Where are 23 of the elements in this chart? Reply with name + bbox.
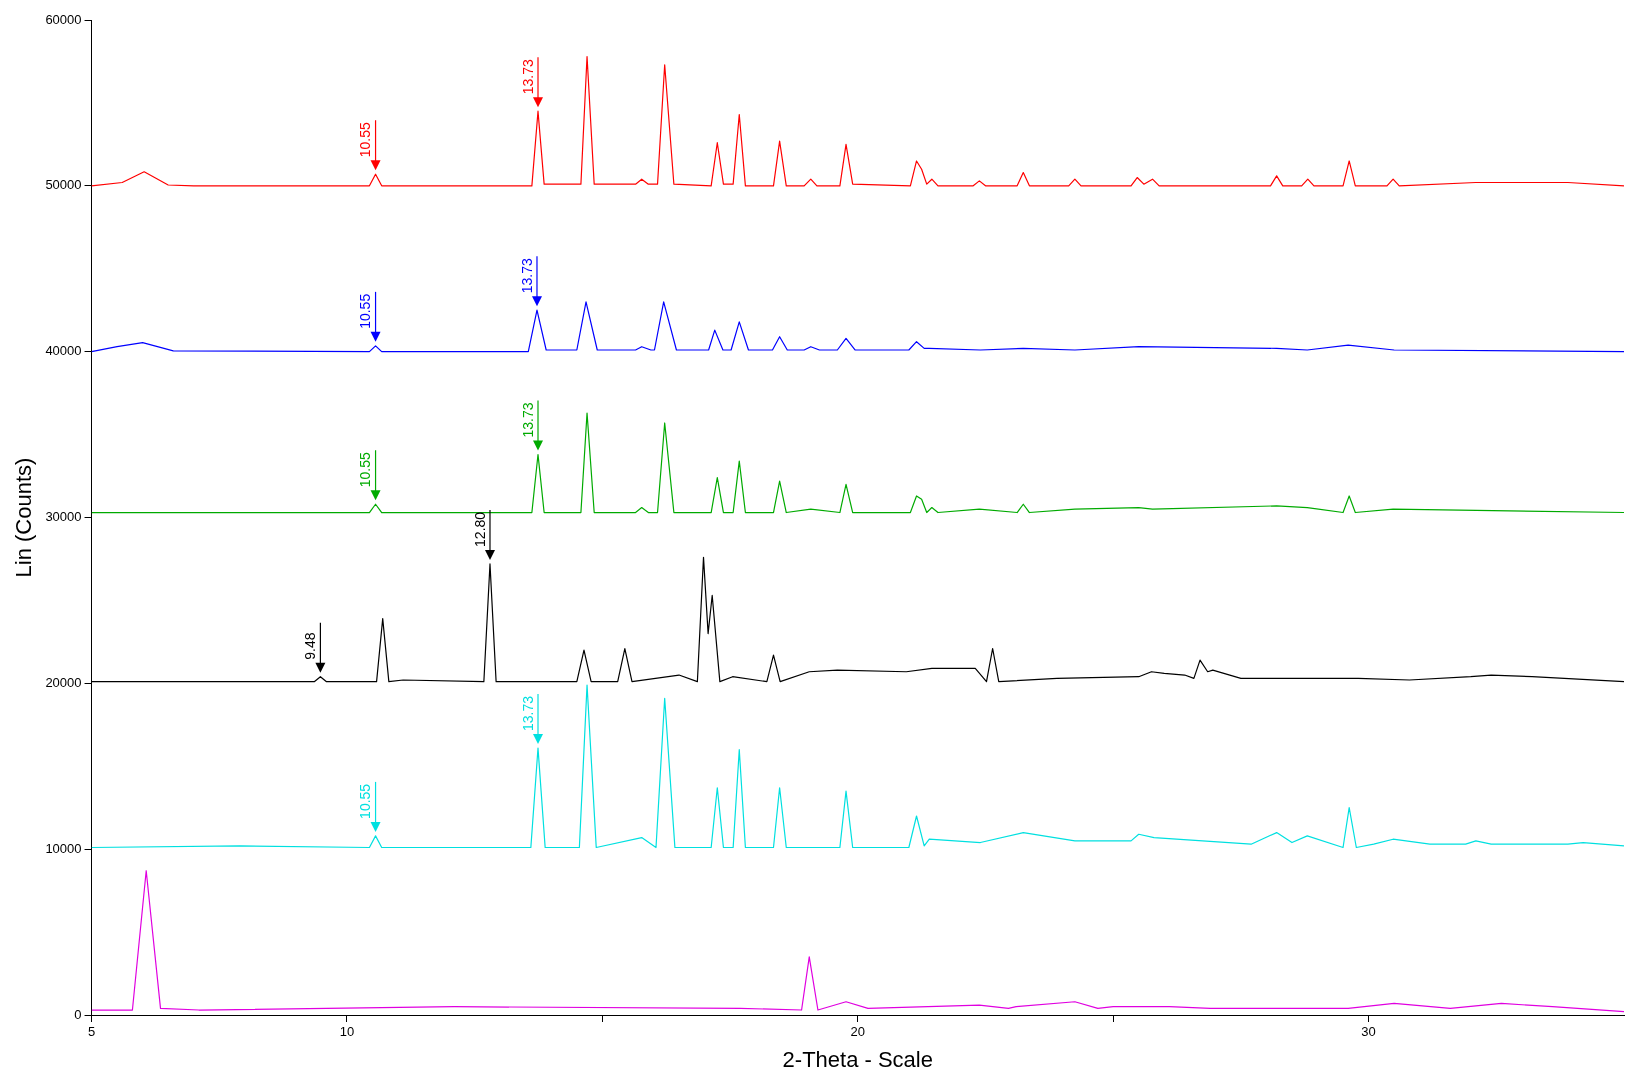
x-tick-label: 10 xyxy=(339,1024,355,1040)
y-tick-label: 10000 xyxy=(45,840,82,856)
y-tick-label: 0 xyxy=(74,1006,82,1022)
annotation: 13.73 xyxy=(519,695,536,732)
y-tick-label: 20000 xyxy=(45,674,82,690)
x-axis-title: 2-Theta - Scale xyxy=(782,1046,933,1072)
x-tick-label: 20 xyxy=(850,1024,866,1040)
annotation: 12.80 xyxy=(471,511,488,547)
y-axis-title: Lin (Counts) xyxy=(11,457,37,578)
x-tick-label: 5 xyxy=(87,1024,96,1040)
annotation: 10.55 xyxy=(357,451,374,488)
annotation: 10.55 xyxy=(357,293,374,329)
annotation: 9.48 xyxy=(302,632,319,660)
y-tick-label: 40000 xyxy=(45,343,82,359)
annotation: 13.73 xyxy=(519,402,536,438)
annotation: 10.55 xyxy=(357,121,374,158)
y-tick-label: 50000 xyxy=(45,177,82,193)
annotation: 10.55 xyxy=(357,783,374,819)
y-tick-label: 60000 xyxy=(45,11,82,27)
annotation: 13.73 xyxy=(519,58,536,95)
x-tick-label: 30 xyxy=(1361,1024,1376,1040)
annotation: 13.73 xyxy=(518,257,535,294)
y-tick-label: 30000 xyxy=(45,509,82,525)
